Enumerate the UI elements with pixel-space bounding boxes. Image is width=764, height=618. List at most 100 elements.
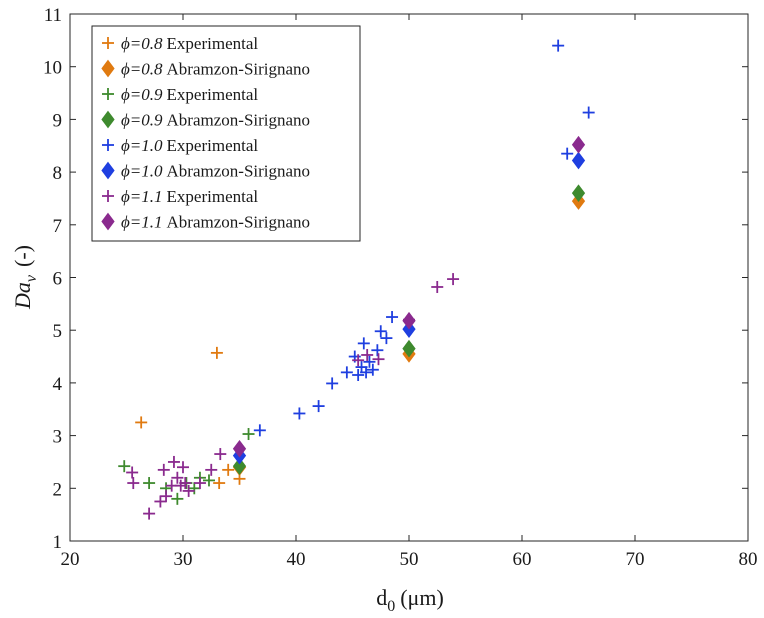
data-point-plus [340, 366, 353, 379]
y-tick-label: 11 [44, 5, 62, 26]
legend-label-rest: Experimental [167, 85, 259, 104]
y-axis-label-unit: (-) [10, 245, 35, 267]
data-point-plus [222, 463, 235, 476]
legend-item: ϕ=1.0 Experimental [102, 136, 258, 155]
data-point-plus [372, 353, 385, 366]
data-point-plus [160, 490, 173, 503]
y-axis-label: Dav (-) [10, 245, 40, 310]
data-point-diamond [232, 457, 247, 475]
data-point-plus [242, 428, 255, 441]
data-point-plus [182, 484, 195, 497]
data-point-plus [205, 463, 218, 476]
data-point-plus [374, 325, 387, 338]
data-point-plus [371, 344, 384, 357]
data-point-plus [127, 477, 140, 490]
series-6 [126, 273, 460, 520]
data-point-plus [210, 346, 223, 359]
legend-label-phi: ϕ=1.1 [121, 187, 163, 206]
data-point-diamond [402, 311, 416, 330]
data-point-plus [363, 355, 376, 368]
data-point-diamond [232, 439, 247, 458]
legend-marker-diamond [101, 59, 115, 78]
x-axis-label: d0 (μm) [376, 585, 444, 615]
data-point-plus [386, 311, 399, 324]
data-point-plus [447, 273, 460, 286]
series-4 [253, 39, 595, 437]
legend-item: ϕ=1.1 Abramzon-Sirignano [101, 212, 310, 232]
y-tick-label: 6 [53, 269, 63, 290]
legend-label-rest: Experimental [167, 136, 259, 155]
data-point-plus [126, 466, 139, 479]
legend-marker-plus [102, 190, 114, 202]
legend-item: ϕ=0.9 Experimental [102, 85, 258, 104]
legend-label-phi: ϕ=0.8 [121, 60, 163, 79]
data-point-plus [361, 348, 374, 361]
legend-label: ϕ=0.9 Experimental [121, 85, 258, 104]
legend-label: ϕ=1.1 Abramzon-Sirignano [121, 213, 310, 232]
y-tick-label: 4 [53, 374, 63, 395]
series-0 [135, 346, 246, 490]
data-point-plus [193, 477, 206, 490]
series-3 [232, 184, 586, 475]
data-point-plus [202, 474, 215, 487]
legend-label-phi: ϕ=0.8 [121, 34, 163, 53]
legend-label-phi: ϕ=1.0 [121, 162, 163, 181]
data-point-plus [431, 280, 444, 293]
legend-item: ϕ=1.0 Abramzon-Sirignano [101, 161, 310, 181]
data-point-plus [177, 461, 189, 474]
data-point-plus [582, 106, 595, 119]
legend-item: ϕ=0.8 Abramzon-Sirignano [101, 59, 311, 79]
y-axis-label-main: Da [10, 282, 35, 310]
legend-marker-diamond [101, 212, 115, 231]
data-point-plus [357, 337, 370, 350]
x-tick-label: 40 [287, 549, 306, 570]
data-point-plus [380, 332, 393, 345]
data-point-plus [143, 477, 156, 490]
legend-label: ϕ=1.1 Experimental [121, 187, 258, 206]
x-axis-label-unit: (μm) [400, 585, 444, 610]
y-tick-label: 3 [53, 427, 63, 448]
y-tick-label: 1 [53, 532, 63, 553]
data-point-plus [167, 455, 180, 468]
data-point-plus [366, 363, 379, 376]
data-point-plus [154, 495, 167, 508]
data-point-plus [352, 354, 365, 367]
data-point-plus [360, 366, 373, 379]
legend-label-rest: Abramzon-Sirignano [167, 60, 311, 79]
data-point-plus [213, 477, 226, 490]
y-tick-label: 10 [43, 58, 62, 79]
y-tick-label: 7 [53, 216, 63, 237]
data-point-plus [312, 400, 325, 413]
legend-marker-diamond [101, 110, 115, 129]
data-point-plus [293, 407, 306, 420]
y-axis-label-sub: v [23, 274, 40, 282]
data-point-plus [326, 377, 339, 390]
legend-label: ϕ=1.0 Abramzon-Sirignano [121, 162, 310, 181]
legend-label-rest: Abramzon-Sirignano [167, 213, 311, 232]
data-point-plus [214, 448, 227, 461]
data-point-plus [135, 416, 148, 429]
data-point-plus [552, 39, 565, 52]
data-point-plus [171, 492, 184, 505]
x-axis-label-main: d [376, 585, 387, 610]
legend-label: ϕ=1.0 Experimental [121, 136, 258, 155]
legend-label-rest: Abramzon-Sirignano [167, 111, 311, 130]
data-point-plus [561, 147, 574, 160]
data-point-plus [171, 471, 184, 484]
data-point-plus [118, 460, 131, 473]
y-tick-label: 2 [53, 479, 63, 500]
data-point-plus [188, 482, 201, 495]
legend-label-phi: ϕ=1.0 [121, 136, 163, 155]
legend-label-rest: Abramzon-Sirignano [167, 162, 311, 181]
legend-marker-plus [102, 37, 114, 49]
data-point-plus [179, 477, 192, 490]
data-marks [118, 39, 595, 520]
x-tick-label: 60 [513, 549, 532, 570]
data-point-plus [253, 424, 266, 437]
legend-marker-diamond [101, 161, 115, 180]
legend-marker-plus [102, 88, 114, 100]
legend-label-rest: Experimental [167, 187, 259, 206]
legend-label: ϕ=0.9 Abramzon-Sirignano [121, 111, 310, 130]
data-point-diamond [571, 135, 586, 154]
